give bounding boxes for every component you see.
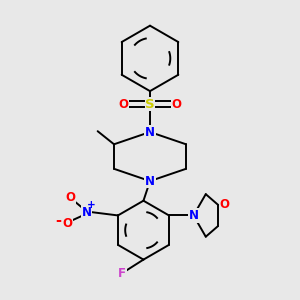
Text: O: O [62, 217, 72, 230]
Text: N: N [188, 209, 199, 222]
Text: S: S [145, 98, 155, 111]
Text: F: F [118, 267, 126, 280]
Text: +: + [86, 200, 95, 210]
Text: -: - [55, 213, 61, 228]
Text: N: N [145, 125, 155, 139]
Text: O: O [65, 191, 76, 204]
Text: O: O [220, 198, 230, 211]
Text: N: N [145, 175, 155, 188]
Text: O: O [118, 98, 128, 111]
Text: N: N [82, 206, 92, 219]
Text: O: O [172, 98, 182, 111]
